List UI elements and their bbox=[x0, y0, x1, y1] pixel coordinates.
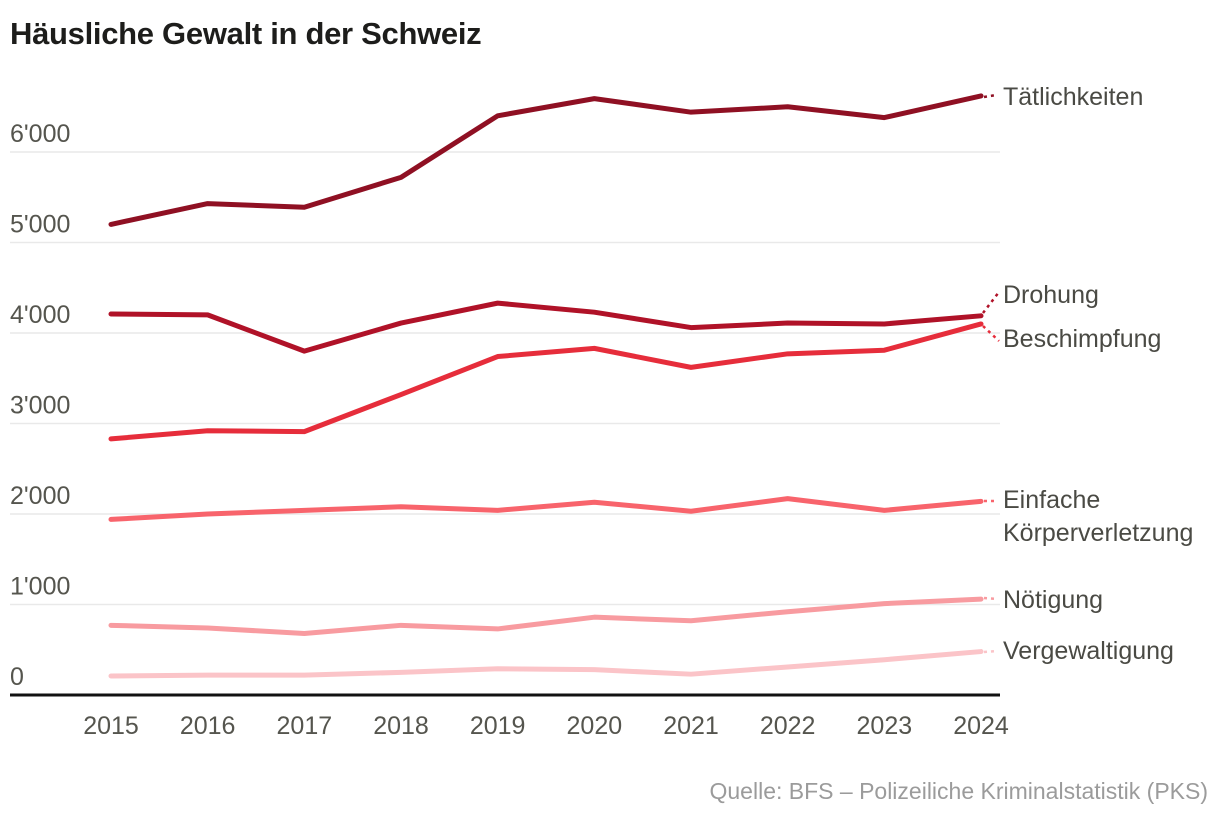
series-line bbox=[108, 321, 984, 442]
y-tick-label: 1'000 bbox=[10, 573, 70, 601]
source-caption: Quelle: BFS – Polizeiliche Kriminalstati… bbox=[709, 778, 1209, 804]
x-tick-label: 2017 bbox=[277, 712, 333, 740]
x-tick-label: 2015 bbox=[83, 712, 139, 740]
x-tick-label: 2024 bbox=[953, 712, 1009, 740]
y-tick-label: 0 bbox=[10, 663, 24, 691]
label-leader-line bbox=[983, 93, 997, 99]
series-label-drohung: Drohung bbox=[1003, 281, 1099, 309]
x-tick-label: 2018 bbox=[373, 712, 429, 740]
y-tick-label: 3'000 bbox=[10, 392, 70, 420]
series-line bbox=[108, 496, 984, 522]
label-leader-line bbox=[983, 649, 998, 654]
x-tick-label: 2019 bbox=[470, 712, 526, 740]
chart-title: Häusliche Gewalt in der Schweiz bbox=[10, 16, 482, 51]
series-line bbox=[108, 596, 984, 636]
series-label-beschimpfung: Beschimpfung bbox=[1003, 325, 1162, 353]
series-label-vergewaltigung: Vergewaltigung bbox=[1003, 637, 1174, 665]
series-label-noetigung: Nötigung bbox=[1003, 586, 1104, 614]
label-leader-line bbox=[982, 291, 1000, 314]
series-line bbox=[108, 93, 984, 227]
series-label-taetlichkeiten: Tätlichkeiten bbox=[1003, 83, 1144, 111]
x-tick-label: 2022 bbox=[760, 712, 816, 740]
y-tick-label: 2'000 bbox=[10, 482, 70, 510]
y-tick-label: 6'000 bbox=[10, 120, 70, 148]
x-tick-label: 2021 bbox=[663, 712, 719, 740]
series-line bbox=[108, 649, 984, 679]
x-tick-label: 2016 bbox=[180, 712, 236, 740]
x-tick-label: 2020 bbox=[567, 712, 623, 740]
x-tick-label: 2023 bbox=[857, 712, 913, 740]
y-tick-label: 4'000 bbox=[10, 301, 70, 329]
series-label-koerperverletzung: Einfache Körperverletzung bbox=[1003, 486, 1194, 547]
series-line bbox=[108, 300, 984, 354]
label-leader-line bbox=[983, 596, 998, 601]
y-tick-label: 5'000 bbox=[10, 211, 70, 239]
